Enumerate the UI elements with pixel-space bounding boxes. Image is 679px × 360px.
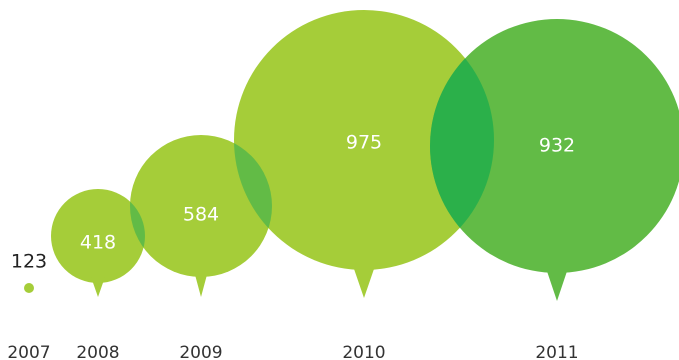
bubble-pointer-2011 bbox=[545, 267, 569, 301]
value-label-2007: 123 bbox=[11, 251, 47, 273]
year-label-2009: 2009 bbox=[179, 343, 222, 360]
year-label-2007: 2007 bbox=[7, 343, 50, 360]
bubble-pointer-2008 bbox=[91, 277, 105, 297]
year-labels-group: 2007 2008 2009 2010 2011 bbox=[7, 343, 578, 360]
bubble-2011 bbox=[430, 19, 679, 273]
year-label-2008: 2008 bbox=[76, 343, 119, 360]
value-label-2010: 975 bbox=[346, 132, 382, 154]
bubble-pointer-2009 bbox=[194, 271, 208, 297]
value-label-2008: 418 bbox=[80, 232, 116, 254]
value-label-2009: 584 bbox=[183, 204, 219, 226]
year-label-2010: 2010 bbox=[342, 343, 385, 360]
bubble-pointer-2010 bbox=[352, 264, 376, 298]
bubble-2008 bbox=[51, 189, 145, 283]
value-labels-group: 123 418 584 975 932 bbox=[11, 132, 575, 273]
year-label-2011: 2011 bbox=[535, 343, 578, 360]
value-label-2011: 932 bbox=[539, 135, 575, 157]
bubble-2007 bbox=[24, 283, 34, 293]
bubble-2010 bbox=[234, 10, 494, 270]
bubble-2009 bbox=[130, 135, 272, 277]
bubbles-group bbox=[24, 10, 679, 301]
